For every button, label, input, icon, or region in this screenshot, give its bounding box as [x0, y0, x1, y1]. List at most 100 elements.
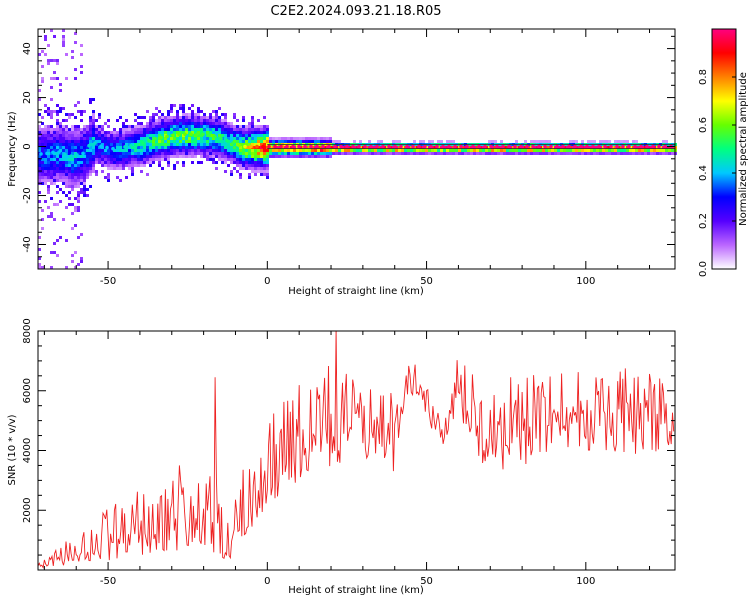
spectrogram-ridge-point — [363, 144, 367, 149]
spectrogram-cell — [41, 122, 44, 125]
spectrogram-cell — [602, 140, 605, 143]
spectrogram-cell — [122, 143, 125, 146]
spectrogram-cell — [248, 134, 251, 137]
spectrogram-cell — [509, 149, 512, 152]
spectrogram-ridge-point — [333, 144, 337, 149]
spectrogram-cell — [77, 158, 80, 161]
spectrogram-cell — [314, 140, 317, 143]
spectrogram-cell — [461, 152, 464, 155]
spectrogram-cell — [209, 158, 212, 161]
spectrogram-cell — [278, 152, 281, 155]
spectrogram-cell — [128, 140, 131, 143]
spectrogram-cell — [170, 137, 173, 140]
spectrogram-cell — [95, 158, 98, 161]
spectrogram-cell — [122, 122, 125, 125]
spectrogram-cell — [353, 149, 356, 152]
spectrogram-cell — [551, 152, 554, 155]
spectrogram-cell — [77, 155, 80, 158]
spectrogram-cell — [251, 128, 254, 131]
spectrogram-cell — [233, 149, 236, 152]
spectrogram-cell — [206, 152, 209, 155]
spectrogram-cell — [62, 29, 65, 32]
spectrogram-cell — [110, 146, 113, 149]
spectrogram-cell — [161, 131, 164, 134]
spectrogram-cell — [350, 149, 353, 152]
spectrogram-cell — [161, 119, 164, 122]
spectrogram-cell — [110, 149, 113, 152]
spectrogram-cell — [284, 155, 287, 158]
spectrogram-cell — [110, 134, 113, 137]
spectrogram-cell — [668, 149, 671, 152]
spectrogram-cell — [344, 152, 347, 155]
spectrogram-cell — [317, 137, 320, 140]
spectrogram-cell — [266, 149, 269, 152]
spectrogram-cell — [440, 140, 443, 143]
spectrogram-cell — [44, 143, 47, 146]
spectrogram-cell — [179, 128, 182, 131]
spectrogram-cell — [458, 149, 461, 152]
spectrogram-cell — [86, 161, 89, 164]
spectrogram-cell — [152, 149, 155, 152]
spectrogram-cell — [200, 143, 203, 146]
spectrogram-cell — [59, 149, 62, 152]
spectrogram-cell — [374, 152, 377, 155]
spectrogram-cell — [65, 170, 68, 173]
spectrogram-cell — [47, 188, 50, 191]
spectrogram-cell — [101, 158, 104, 161]
spectrogram-cell — [38, 128, 41, 131]
spectrogram-cell — [251, 119, 254, 122]
spectrogram-cell — [101, 164, 104, 167]
spectrogram-cell — [350, 152, 353, 155]
spectrogram-cell — [389, 152, 392, 155]
spectrogram-cell — [206, 122, 209, 125]
spectrogram-cell — [47, 176, 50, 179]
spectrogram-cell — [134, 149, 137, 152]
spectrogram-cell — [119, 149, 122, 152]
spectrogram-cell — [47, 131, 50, 134]
spectrogram-cell — [44, 164, 47, 167]
spectrogram-cell — [134, 146, 137, 149]
spectrogram-ridge-point — [633, 144, 637, 149]
spectrogram-cell — [260, 125, 263, 128]
spectrogram-cell — [170, 146, 173, 149]
spectrogram-cell — [191, 110, 194, 113]
spectrogram-cell — [581, 152, 584, 155]
spectrogram-cell — [137, 155, 140, 158]
spectrogram-cell — [173, 116, 176, 119]
spectrogram-cell — [56, 134, 59, 137]
spectrogram-cell — [77, 263, 80, 266]
spectrogram-cell — [74, 68, 77, 71]
spectrogram-cell — [494, 140, 497, 143]
spectrogram-cell — [257, 131, 260, 134]
spectrogram-cell — [176, 161, 179, 164]
spectrogram-ridge-point — [519, 144, 523, 149]
spectrogram-cell — [56, 119, 59, 122]
spectrogram-cell — [158, 161, 161, 164]
spectrogram-cell — [80, 158, 83, 161]
spectrogram-cell — [254, 125, 257, 128]
spectrogram-cell — [392, 152, 395, 155]
spectrogram-cell — [584, 152, 587, 155]
spectrogram-cell — [158, 131, 161, 134]
spectrogram-cell — [44, 134, 47, 137]
spectrogram-cell — [320, 140, 323, 143]
spectrogram-cell — [182, 134, 185, 137]
spectrogram-cell — [68, 173, 71, 176]
spectrogram-cell — [242, 131, 245, 134]
spectrogram-cell — [233, 125, 236, 128]
spectrogram-cell — [77, 185, 80, 188]
spectrogram-cell — [101, 152, 104, 155]
spectrogram-cell — [50, 215, 53, 218]
spectrogram-cell — [188, 122, 191, 125]
spectrogram-cell — [176, 122, 179, 125]
spectrogram-cell — [71, 164, 74, 167]
spectrogram-cell — [53, 218, 56, 221]
spectrogram-cell — [131, 143, 134, 146]
spectrogram-cell — [155, 155, 158, 158]
spectrogram-cell — [71, 173, 74, 176]
spectrogram-cell — [491, 149, 494, 152]
spectrogram-cell — [653, 152, 656, 155]
spectrogram-cell — [59, 110, 62, 113]
spectrogram-cell — [173, 146, 176, 149]
spectrogram-cell — [41, 128, 44, 131]
